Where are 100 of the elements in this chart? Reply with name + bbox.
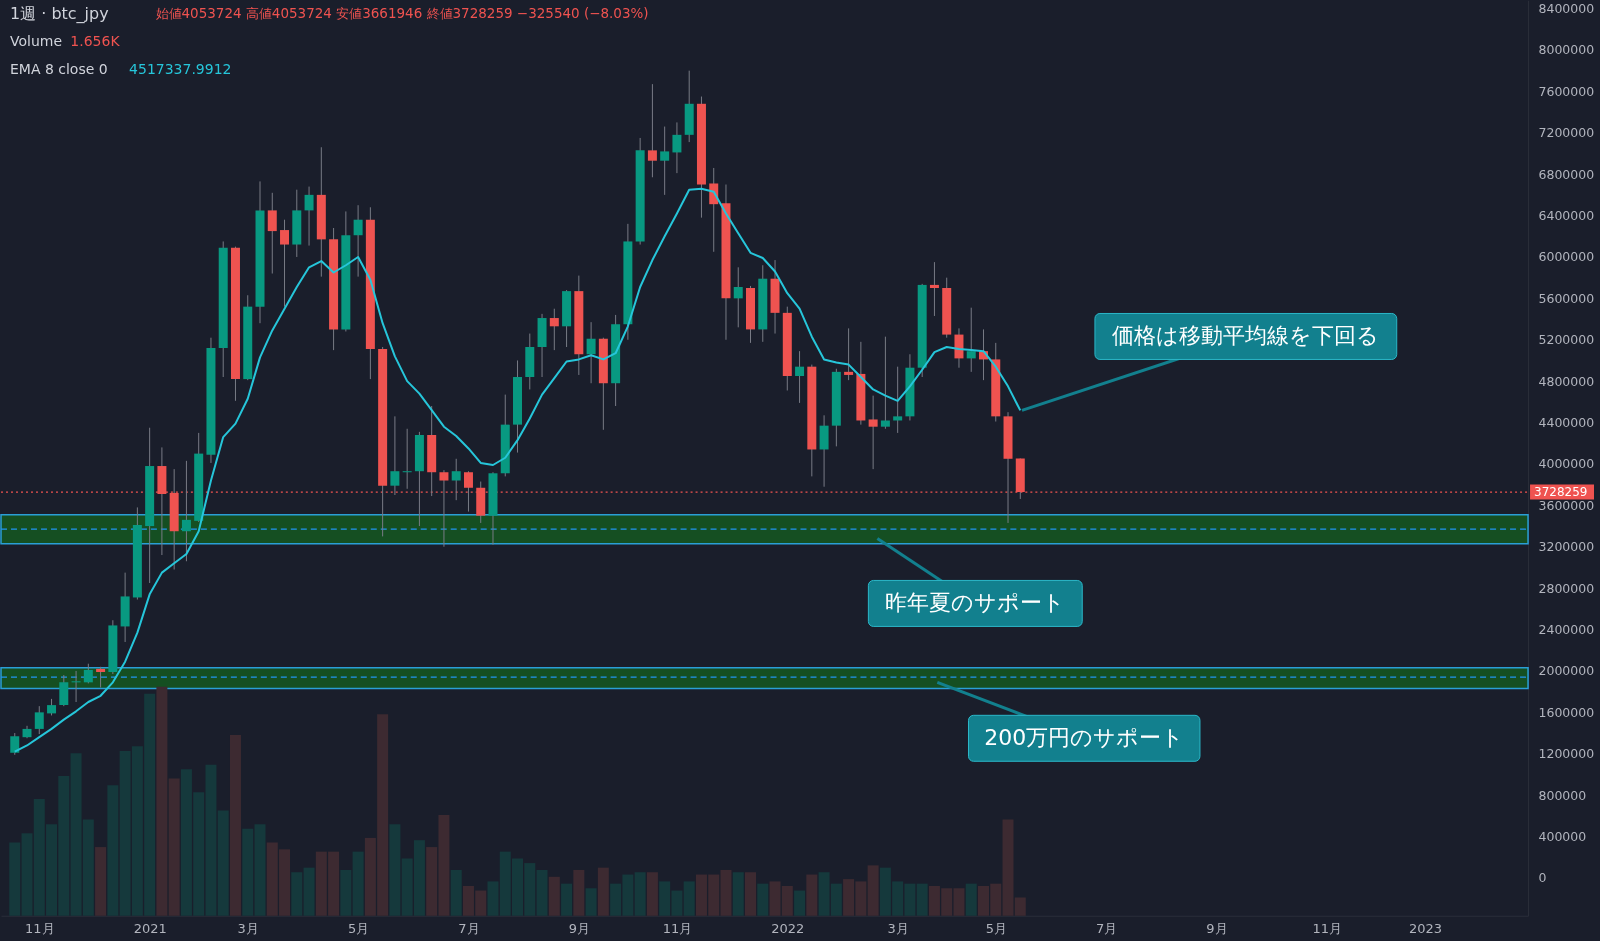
annotation: 4517337.9912: [129, 61, 232, 78]
candlestick: [586, 321, 596, 384]
bar: [794, 890, 806, 916]
y-tick-label: 5200000: [1538, 332, 1595, 348]
candlestick: [929, 261, 939, 317]
y-tick-label: 2800000: [1538, 580, 1595, 596]
chart-subtitle: 始値4053724 高値4053724 安値3661946 終値3728259 −325540 (−8.03%): [155, 5, 649, 22]
y-tick-label: 2400000: [1538, 622, 1595, 638]
y-tick-label: 4400000: [1538, 415, 1595, 431]
bar: [303, 867, 315, 916]
bar: [95, 847, 107, 916]
y-tick-label: 6000000: [1538, 249, 1595, 265]
y-tick-label: 1200000: [1538, 746, 1595, 762]
x-tick-label: 11月: [25, 921, 55, 937]
x-tick-label: 7月: [1095, 921, 1118, 937]
candlestick: [647, 83, 657, 178]
annotation: 200万円のサポート: [984, 725, 1185, 751]
bar: [156, 686, 168, 916]
y-tick-label: 4000000: [1538, 456, 1595, 472]
candlestick: [880, 336, 890, 430]
bar: [352, 851, 364, 916]
x-tick-label: 2022: [771, 921, 805, 937]
candlestick: [733, 266, 743, 328]
x-tick-label: 11月: [1312, 921, 1343, 937]
x-tick-label: 7月: [458, 921, 480, 937]
bar: [107, 785, 119, 916]
bar: [450, 869, 462, 916]
y-tick-label: 7200000: [1538, 125, 1595, 141]
candlestick: [71, 670, 81, 703]
bar: [806, 874, 818, 916]
chart-title: Volume: [9, 33, 63, 50]
y-tick-label: 2000000: [1538, 663, 1595, 679]
y-tick-label: 3600000: [1538, 497, 1595, 513]
y-tick-label: 6400000: [1538, 208, 1595, 224]
candlestick: [181, 460, 191, 562]
x-tick-label: 5月: [985, 921, 1007, 937]
candlestick: [819, 414, 829, 488]
y-tick-label: 7600000: [1538, 83, 1595, 99]
annotation: 価格は移動平均線を下回る: [1112, 323, 1380, 349]
candlestick: [893, 366, 903, 434]
bar: [597, 867, 609, 916]
candlestick: [672, 121, 682, 174]
y-tick-label: 3200000: [1538, 539, 1595, 555]
bar: [217, 810, 229, 916]
y-tick-label: 800000: [1538, 787, 1587, 803]
candlestick: [868, 395, 878, 470]
candlestick: [549, 308, 559, 351]
bar: [561, 883, 573, 916]
x-tick-label: 5月: [347, 921, 370, 937]
bar: [168, 778, 180, 916]
bar: [573, 869, 585, 916]
candlestick: [402, 428, 412, 490]
bar: [965, 883, 977, 916]
bar: [254, 824, 266, 916]
x-tick-label: 9月: [568, 921, 590, 937]
bar: [536, 869, 548, 916]
candlestick: [844, 327, 854, 381]
candlestick: [10, 732, 20, 756]
bar: [340, 869, 352, 916]
x-tick-label: 3月: [237, 921, 259, 937]
bar: [548, 876, 560, 916]
bar: [916, 883, 928, 916]
y-tick-label: 8400000: [1538, 1, 1595, 17]
x-tick-label: 2021: [133, 921, 167, 937]
bar: [634, 872, 646, 916]
candlestick: [451, 458, 461, 501]
candlestick: [96, 666, 106, 689]
annotation: 1.656K: [70, 33, 121, 50]
bar: [867, 865, 879, 916]
x-tick-label: 2023: [1408, 921, 1442, 937]
bar: [229, 734, 241, 916]
x-tick-label: 3月: [887, 921, 909, 937]
bar: [487, 881, 499, 916]
annotation: EMA 8 close 0: [9, 61, 108, 78]
chart-title: 1週 · btc_jpy: [9, 4, 109, 25]
bar: [683, 881, 695, 916]
candlestick: [83, 663, 93, 684]
y-tick-label: 8000000: [1538, 42, 1595, 58]
candlestick: [353, 204, 363, 278]
bar: [646, 872, 658, 916]
y-tick-label: 1600000: [1538, 704, 1595, 720]
y-tick-label: 4800000: [1538, 373, 1595, 389]
candlestick: [390, 415, 400, 496]
annotation: 昨年夏のサポート: [885, 590, 1066, 616]
y-tick-label: 6800000: [1538, 166, 1595, 182]
bar: [757, 883, 769, 916]
candlestick: [280, 219, 290, 308]
bar: [242, 828, 254, 916]
candlestick: [304, 186, 314, 247]
x-tick-label: 11月: [662, 921, 693, 937]
candlestick: [34, 705, 44, 735]
candlestick: [660, 126, 670, 196]
y-tick-label: 0: [1538, 870, 1547, 886]
candlestick: [795, 350, 805, 404]
ref-line-label: 3728259: [1534, 485, 1588, 500]
bar: [745, 872, 756, 916]
bar: [585, 888, 597, 916]
candlestick: [966, 307, 976, 373]
bar: [389, 824, 401, 916]
bar: [732, 872, 744, 916]
